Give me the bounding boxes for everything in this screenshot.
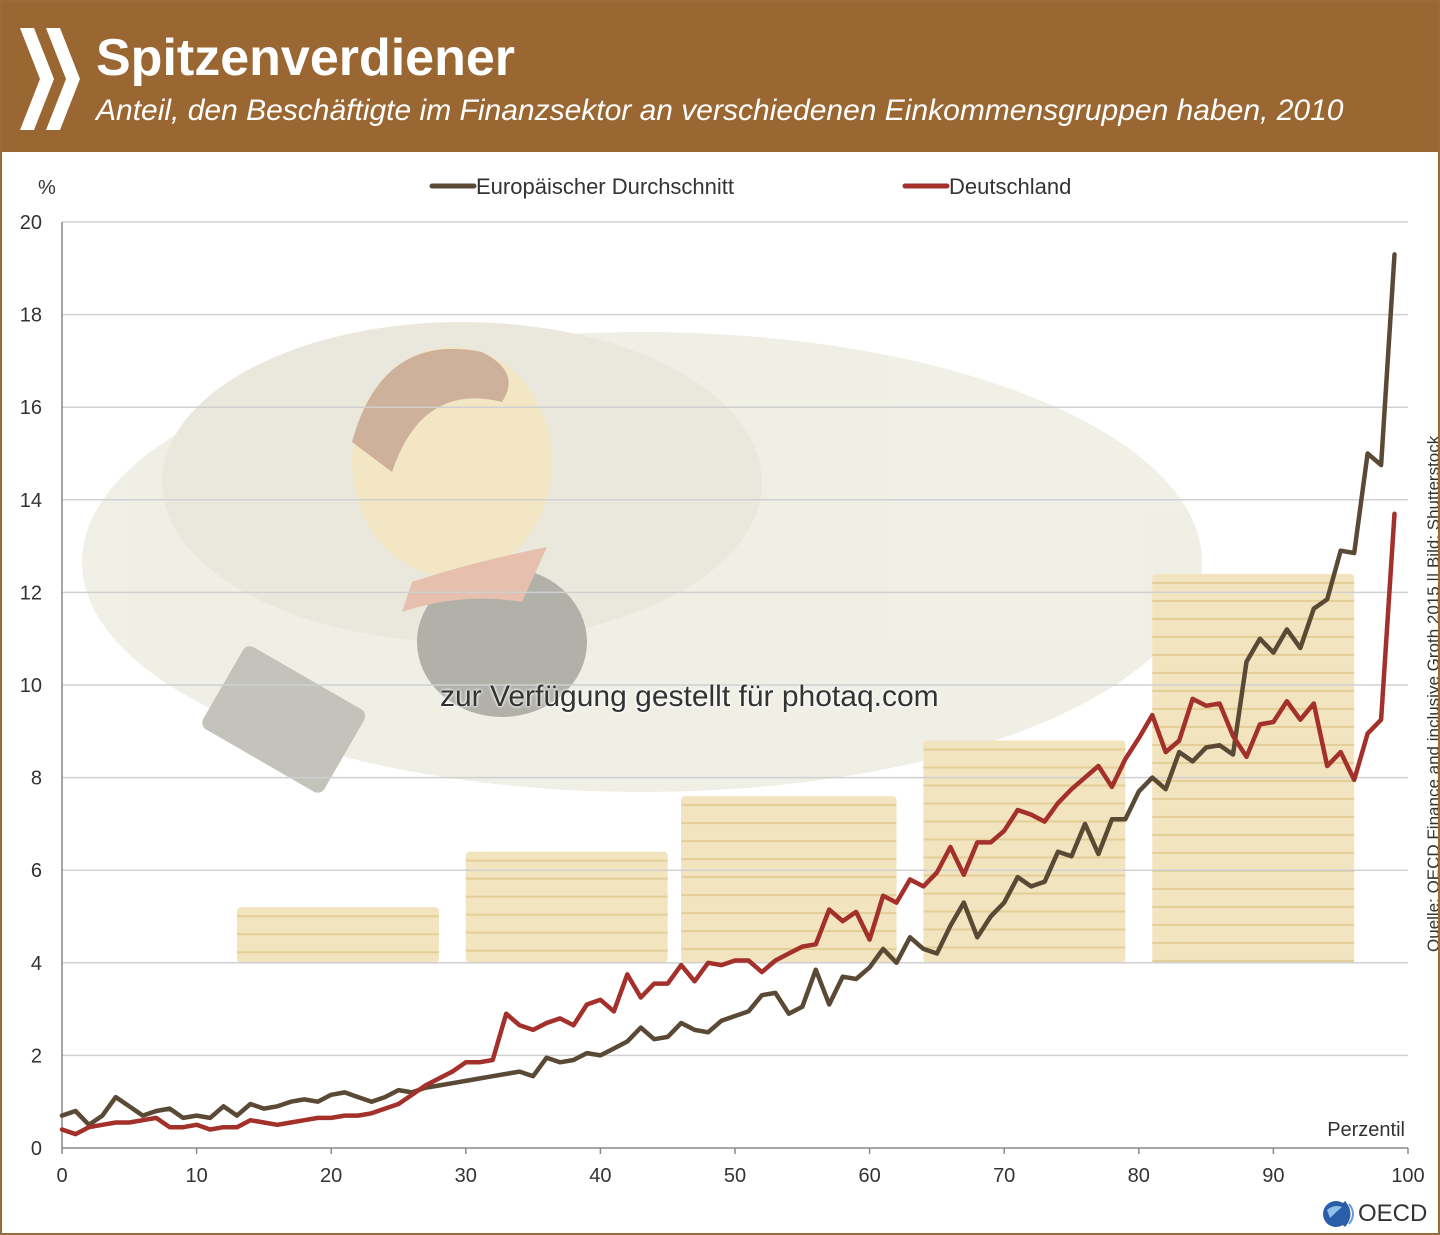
y-tick-label: 2 — [31, 1045, 42, 1067]
source-note: Quelle: OECD Finance and inclusive Groth… — [1424, 435, 1440, 952]
watermark-text: zur Verfügung gestellt für photaq.com — [440, 680, 939, 713]
x-tick-label: 100 — [1391, 1165, 1424, 1187]
y-tick-label: 16 — [20, 397, 42, 419]
x-tick-label: 10 — [185, 1165, 207, 1187]
x-axis-label: Perzentil — [1327, 1119, 1405, 1141]
x-tick-label: 60 — [858, 1165, 880, 1187]
series-line — [59, 252, 1397, 1128]
coin-stack — [923, 740, 1126, 963]
y-tick-label: 10 — [20, 675, 42, 697]
chart-subtitle: Anteil, den Beschäftigte im Finanzsektor… — [96, 94, 1344, 127]
x-tick-label: 50 — [724, 1165, 746, 1187]
y-tick-label: 12 — [20, 582, 42, 604]
chart-title: Spitzenverdiener — [96, 29, 516, 87]
y-tick-label: 8 — [31, 768, 42, 790]
y-tick-label: 0 — [31, 1138, 42, 1160]
legend-label: Deutschland — [949, 174, 1071, 199]
oecd-logo: OECD — [1322, 1198, 1432, 1230]
x-tick-label: 90 — [1262, 1165, 1284, 1187]
series-line — [59, 511, 1397, 1137]
figure-body — [417, 567, 587, 717]
briefcase-icon — [202, 646, 366, 793]
x-tick-label: 30 — [455, 1165, 477, 1187]
chevrons-icon — [20, 28, 80, 130]
coin-stack — [681, 796, 897, 963]
header-bar: Spitzenverdiener Anteil, den Beschäftigt… — [2, 2, 1438, 152]
x-tick-label: 20 — [320, 1165, 342, 1187]
y-tick-label: 20 — [20, 212, 42, 234]
oecd-logo-text: OECD — [1358, 1200, 1428, 1227]
legend-label: Europäischer Durchschnitt — [476, 174, 734, 199]
x-tick-label: 40 — [589, 1165, 611, 1187]
figure-tie — [402, 547, 547, 612]
globe-icon — [1323, 1201, 1354, 1227]
coin-stack — [465, 851, 668, 963]
y-tick-label: 6 — [31, 860, 42, 882]
y-axis-label: % — [38, 177, 56, 199]
background-illustration — [82, 322, 1355, 963]
x-tick-label: 0 — [56, 1165, 67, 1187]
x-tick-label: 70 — [993, 1165, 1015, 1187]
figure-hair — [352, 348, 509, 472]
y-tick-label: 4 — [31, 953, 42, 975]
x-tick-label: 80 — [1128, 1165, 1150, 1187]
y-tick-label: 14 — [20, 490, 42, 512]
coin-stack — [1152, 573, 1355, 963]
y-tick-label: 18 — [20, 305, 42, 327]
